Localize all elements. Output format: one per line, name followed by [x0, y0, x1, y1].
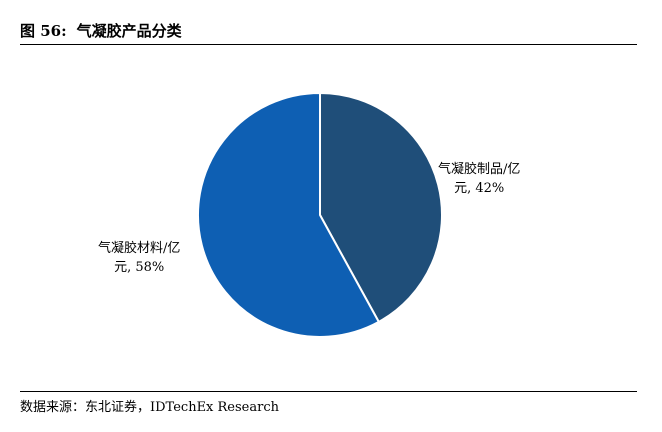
source-note: 数据来源：东北证券，IDTechEx Research	[20, 391, 637, 417]
slice-label-products-line2: 元, 42%	[454, 181, 505, 196]
slice-label-materials-line1: 气凝胶材料/亿	[98, 241, 181, 256]
slice-label-products-line1: 气凝胶制品/亿	[438, 162, 521, 177]
pie-slice-materials	[197, 92, 380, 338]
pie-slice-products	[319, 92, 443, 323]
figure-title-bar: 图 56: 气凝胶产品分类	[20, 22, 637, 45]
slice-label-materials-line2: 元, 58%	[114, 260, 165, 275]
slice-label-materials: 气凝胶材料/亿 元, 58%	[98, 239, 180, 277]
slice-label-products: 气凝胶制品/亿 元, 42%	[438, 160, 520, 198]
pie-chart-svg	[197, 92, 443, 338]
figure-title: 气凝胶产品分类	[76, 22, 182, 40]
figure-number: 图 56:	[20, 22, 67, 40]
pie-chart: 气凝胶制品/亿 元, 42% 气凝胶材料/亿 元, 58%	[20, 50, 637, 385]
